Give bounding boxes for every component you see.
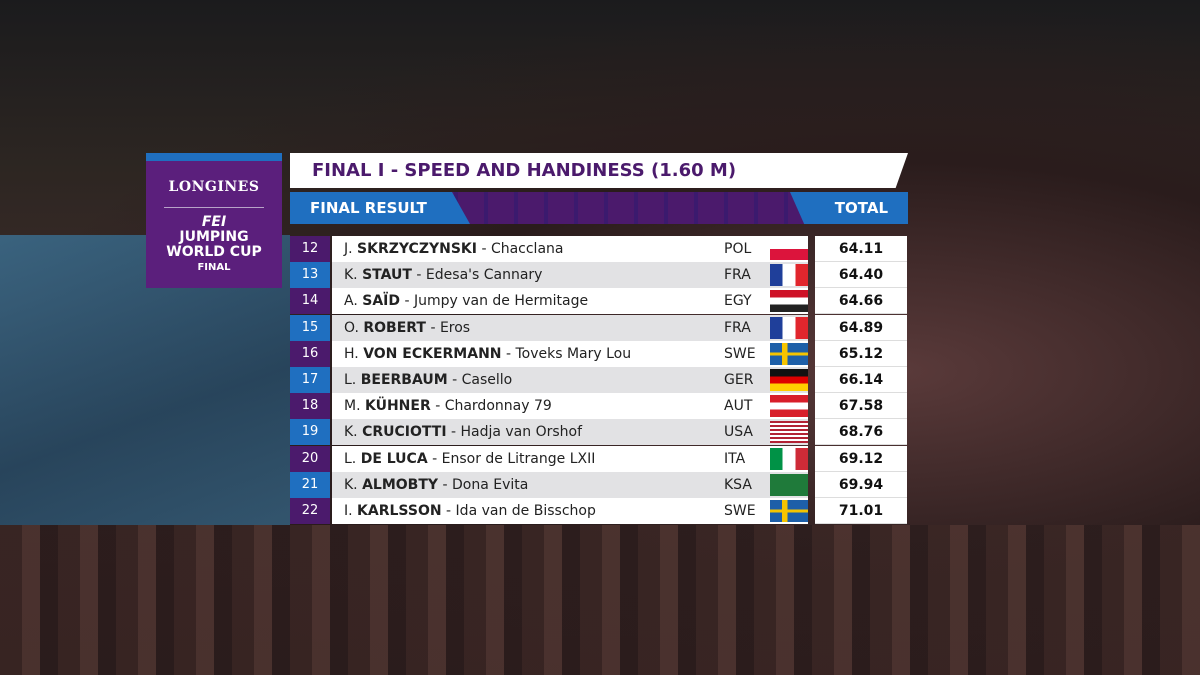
nation: SWE [724,345,756,362]
initial: H. [344,345,359,362]
nation: FRA [724,267,751,284]
rank: 12 [290,236,330,262]
rider-cell: L. DE LUCA - Ensor de Litrange LXII [332,445,808,472]
event: JUMPING WORLD CUP [166,229,262,260]
initial: K. [344,267,358,284]
rank: 13 [290,262,330,289]
horse: - Chacclana [481,241,564,257]
rider-surname: KARLSSON [357,503,442,519]
rank: 16 [290,340,330,367]
rider-surname: SKRZYCZYNSKI [357,241,477,257]
flag [770,500,808,522]
flag [770,342,808,365]
rider-surname: CRUCIOTTI [362,424,447,441]
rider-surname: DE LUCA [360,450,428,467]
logo: LONGINES FEI JUMPING WORLD CUP FINAL [146,153,282,288]
total: 67.58 [815,393,907,420]
total: 69.94 [815,471,907,498]
initial: L. [344,372,357,388]
horse: - Ida van de Bisschop [446,503,596,519]
rider-surname: ROBERT [363,319,426,336]
total: 69.12 [815,445,907,472]
rider-cell: J. SKRZYCZYNSKI - Chacclana [332,236,808,262]
nation: ITA [724,450,746,467]
rider-cell: H. VON ECKERMANN - Toveks Mary Lou [332,340,808,367]
rank: 18 [290,393,330,420]
nation: SWE [724,503,756,519]
initial: M. [344,398,361,415]
total: 64.11 [815,236,907,262]
rank: 20 [290,445,330,472]
total: 68.76 [815,419,907,446]
initial: O. [344,319,359,336]
horse: - Ensor de Litrange LXII [432,450,596,467]
nation: EGY [724,293,752,310]
initial: L. [344,450,357,467]
initial: A. [344,293,358,310]
rider-surname: STAUT [362,267,412,284]
total: 71.01 [815,498,907,524]
rider-cell: L. BEERBAUM - Casello [332,367,808,393]
rank: 15 [290,314,330,341]
rank: 17 [290,367,330,393]
total: 64.66 [815,288,907,315]
flag [770,395,808,418]
horse: - Dona Evita [442,476,529,493]
initial: K. [344,476,358,493]
total: 64.40 [815,262,907,289]
rider-surname: BEERBAUM [360,372,448,388]
rider-cell: M. KÜHNER - Chardonnay 79 [332,393,808,420]
nation: GER [724,372,754,388]
rank: 14 [290,288,330,315]
rider-cell: K. CRUCIOTTI - Hadja van Orshof [332,419,808,446]
initial: I. [344,503,353,519]
flag [770,447,808,470]
nation: POL [724,241,752,257]
result-label: FINAL RESULT [290,192,470,224]
nation: USA [724,424,753,441]
event-sub: FINAL [197,262,231,273]
total: 66.14 [815,367,907,393]
title: FINAL I - SPEED AND HANDINESS (1.60 M) [290,153,908,188]
horse: - Chardonnay 79 [435,398,552,415]
initial: J. [344,241,353,257]
horse: - Casello [452,372,513,388]
brand: LONGINES [168,179,260,195]
rider-surname: SAÏD [362,293,400,310]
horse: - Edesa's Cannary [416,267,543,284]
total: 64.89 [815,314,907,341]
horse: - Hadja van Orshof [450,424,583,441]
flag [770,316,808,339]
flag [770,421,808,444]
crowd [0,525,1200,675]
total-label: TOTAL [790,192,908,224]
rider-surname: VON ECKERMANN [363,345,502,362]
flag [770,473,808,496]
flag [770,264,808,287]
rider-cell: K. STAUT - Edesa's Cannary [332,262,808,289]
rank: 21 [290,471,330,498]
horse: - Jumpy van de Hermitage [404,293,589,310]
total: 65.12 [815,340,907,367]
horse: - Eros [430,319,471,336]
horse: - Toveks Mary Lou [505,345,632,362]
rider-cell: A. SAÏD - Jumpy van de Hermitage [332,288,808,315]
initial: K. [344,424,358,441]
nation: KSA [724,476,752,493]
flag [770,290,808,313]
org: FEI [164,207,264,230]
nation: FRA [724,319,751,336]
rider-cell: K. ALMOBTY - Dona Evita [332,471,808,498]
rank: 19 [290,419,330,446]
flag [770,369,808,391]
rider-cell: O. ROBERT - Eros [332,314,808,341]
flag [770,238,808,260]
rider-surname: ALMOBTY [362,476,439,493]
rank: 22 [290,498,330,524]
rider-surname: KÜHNER [364,398,431,415]
nation: AUT [724,398,753,415]
rider-cell: I. KARLSSON - Ida van de Bisschop [332,498,808,524]
